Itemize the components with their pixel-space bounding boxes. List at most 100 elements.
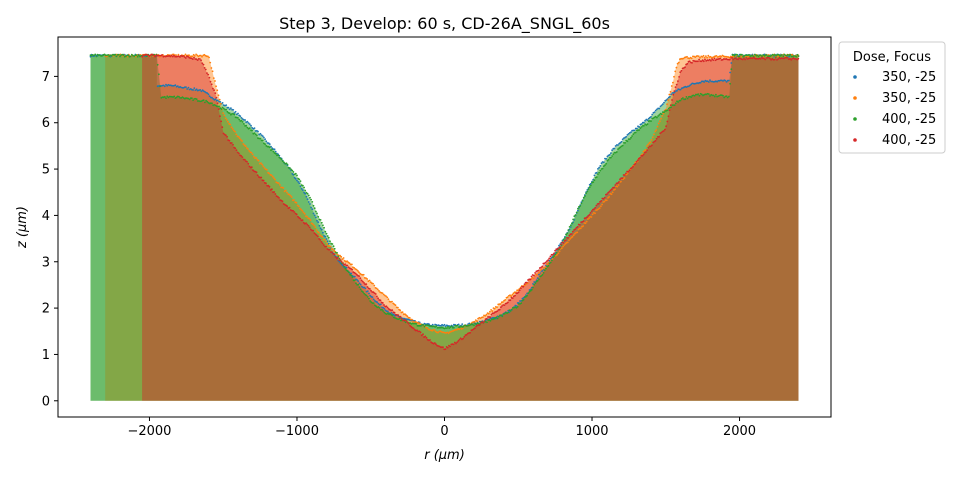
data-point [706,56,708,59]
data-point [690,96,693,98]
data-point [704,58,706,61]
data-point [510,308,513,311]
data-point [593,208,595,210]
data-point [207,73,210,76]
data-point [580,202,583,205]
data-point [433,342,436,344]
data-point [288,193,291,196]
data-point [627,170,630,173]
data-point [302,184,304,187]
data-point [540,275,543,277]
data-point [259,137,262,140]
data-point [341,262,344,264]
data-point [741,53,743,56]
data-point [265,140,268,143]
data-point [593,179,596,182]
data-point [359,288,362,291]
data-point [221,106,224,109]
data-point [457,323,460,326]
data-point [614,145,617,147]
data-point [309,196,311,199]
data-point [675,66,678,69]
data-point [375,287,378,290]
data-point [316,212,318,215]
data-point [222,112,225,114]
data-point [781,54,783,56]
data-point [634,131,637,134]
data-point [407,322,410,325]
data-point [641,153,644,156]
data-point [425,336,428,339]
data-point [247,122,250,124]
data-point [303,191,305,194]
legend-label: 350, -25 [882,91,936,106]
data-point [211,102,213,105]
data-point [329,240,331,243]
data-point [368,292,370,295]
data-point [498,308,501,311]
data-point [700,93,703,96]
data-point [305,222,307,225]
data-point [237,117,239,119]
data-point [337,256,339,259]
data-point [765,54,768,56]
data-point [647,143,649,146]
data-point [133,55,136,58]
data-point [647,146,650,149]
data-point [651,113,654,116]
data-point [571,230,574,233]
data-point [248,123,251,125]
data-point [552,256,554,259]
data-point [595,176,598,179]
data-point [333,253,336,256]
data-point [374,293,377,295]
data-point [306,223,309,226]
data-point [462,337,464,340]
data-point [302,211,305,214]
data-point [232,143,234,146]
data-point [363,292,366,295]
data-point [310,198,312,201]
data-point [361,280,364,283]
data-point [595,171,598,174]
data-point [576,231,579,234]
data-point [376,295,378,298]
data-point [195,53,198,56]
data-point [628,169,631,172]
data-point [286,191,288,194]
data-point [193,56,195,59]
data-point [166,95,169,98]
data-point [136,55,139,58]
data-point [382,310,384,312]
x-axis: −2000 −1000 0 1000 2000 [127,417,756,439]
data-point [743,57,745,59]
data-point [206,72,208,74]
data-point [569,237,572,240]
data-point [611,191,614,194]
data-point [589,182,592,185]
data-point [529,278,532,281]
data-point [643,121,645,124]
data-point [228,139,231,142]
data-point [561,247,563,250]
data-point [321,236,324,238]
data-point [627,133,630,135]
data-point [644,149,647,151]
data-point [379,303,382,306]
data-point [356,269,359,272]
data-point [657,122,660,125]
data-point [657,115,659,117]
data-point [214,92,217,95]
data-point [569,224,572,227]
data-point [211,96,213,99]
data-point [600,200,603,202]
data-point [315,229,318,231]
data-point [447,332,450,335]
data-point [771,57,774,60]
x-tick-label: −1000 [275,424,319,439]
data-point [587,215,590,217]
data-point [658,107,661,110]
data-point [153,54,155,57]
data-point [667,107,670,110]
data-point [672,81,674,84]
